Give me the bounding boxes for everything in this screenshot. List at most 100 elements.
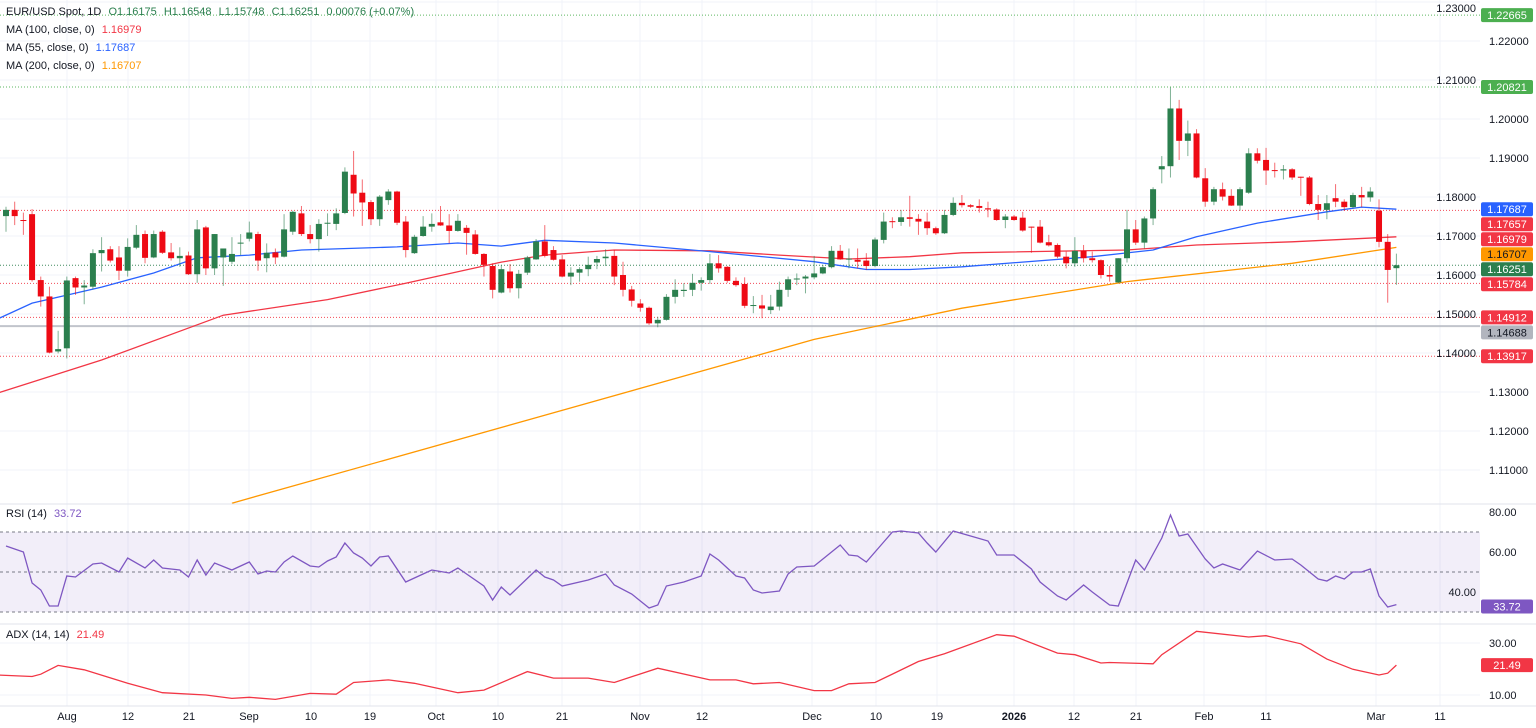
- candle: [89, 249, 96, 290]
- candle: [958, 195, 965, 208]
- candle: [1063, 251, 1070, 269]
- symbol-legend[interactable]: EUR/USD Spot, 1D O1.16175 H1.16548 L1.15…: [6, 6, 418, 18]
- candle-body: [359, 192, 366, 203]
- ma100-value: 1.16979: [101, 24, 142, 36]
- level-tag-text: 1.22665: [1487, 10, 1527, 22]
- candle: [107, 246, 114, 263]
- candle-body: [837, 250, 844, 260]
- candle-body: [11, 209, 18, 217]
- candle-body: [202, 227, 209, 269]
- candle: [1097, 259, 1104, 279]
- candle-body: [541, 241, 548, 256]
- rsi-tick-label: 80.00: [1489, 507, 1517, 519]
- candle: [1202, 168, 1209, 207]
- candle: [1176, 99, 1183, 160]
- candle: [567, 267, 574, 286]
- candle-body: [402, 221, 409, 251]
- candle: [1193, 129, 1200, 179]
- candle-body: [194, 229, 201, 275]
- time-tick-label: 12: [1068, 711, 1080, 723]
- candle-body: [1349, 195, 1356, 208]
- time-tick-label: Oct: [427, 711, 444, 723]
- candle: [324, 213, 331, 236]
- time-axis[interactable]: Aug 12 21 Sep 10 19 Oct 10 21 Nov 12 Dec 10 19 2026 12 2…: [57, 711, 1446, 723]
- candle: [1332, 184, 1339, 208]
- adx-legend[interactable]: ADX (14, 14) 21.49: [6, 629, 108, 641]
- candle: [1037, 220, 1044, 244]
- candle: [1349, 192, 1356, 209]
- price-tick-label: 1.18000: [1436, 192, 1476, 204]
- ma-tag-bg: [1481, 202, 1533, 217]
- level-tag: 1.20821: [1481, 79, 1533, 94]
- rsi-legend[interactable]: RSI (14) 33.72: [6, 508, 86, 520]
- candle-body: [654, 319, 661, 324]
- rsi-line: [5, 513, 1397, 609]
- candle: [255, 231, 262, 271]
- candle-body: [350, 174, 357, 194]
- rsi-tick-label: 40.00: [1448, 587, 1476, 599]
- ma200-legend[interactable]: MA (200, close, 0) 1.16707: [6, 60, 145, 72]
- candle-body: [1002, 216, 1009, 221]
- candle-body: [872, 239, 878, 267]
- candle-body: [802, 276, 809, 279]
- ma100-legend[interactable]: MA (100, close, 0) 1.16979: [6, 24, 145, 36]
- candle: [1393, 253, 1400, 285]
- candle-body: [1263, 159, 1270, 171]
- candle-body: [993, 209, 1000, 221]
- candle: [811, 255, 818, 280]
- candle-body: [898, 217, 905, 222]
- candle-body: [1080, 250, 1087, 259]
- candle-body: [741, 283, 748, 306]
- time-tick-label: 10: [492, 711, 504, 723]
- candle-body: [263, 252, 270, 259]
- ma200-label: MA (200, close, 0): [6, 60, 95, 72]
- candle: [1367, 187, 1374, 202]
- candle-body: [29, 214, 36, 281]
- candle: [246, 221, 253, 242]
- candle-body: [1176, 108, 1183, 141]
- level-tag-bg: [1481, 79, 1533, 94]
- candle-body: [646, 307, 653, 324]
- candle: [1289, 168, 1296, 180]
- candle-body: [619, 275, 626, 290]
- price-axis[interactable]: 1.23000 1.22000 1.21000 1.20000 1.19000 1.180…: [1436, 3, 1529, 702]
- candle: [341, 167, 348, 215]
- candle: [880, 212, 887, 244]
- candle-body: [828, 250, 835, 268]
- candle: [741, 277, 748, 309]
- candle-body: [1358, 195, 1365, 198]
- ma55-legend[interactable]: MA (55, close, 0) 1.17687: [6, 42, 139, 54]
- candle: [1106, 266, 1113, 282]
- symbol-title[interactable]: EUR/USD Spot, 1D: [6, 6, 102, 18]
- candle: [376, 195, 383, 226]
- candle: [1002, 214, 1009, 229]
- moving-averages: [0, 206, 1397, 504]
- candle-body: [793, 278, 800, 280]
- candle-body: [1141, 218, 1148, 243]
- candle-body: [107, 249, 114, 261]
- candle: [1245, 148, 1252, 194]
- ma200-value: 1.16707: [101, 60, 142, 72]
- candle-body: [958, 202, 965, 206]
- candle-body: [1097, 260, 1104, 275]
- candle-body: [281, 229, 288, 257]
- candle: [263, 243, 270, 273]
- candle-body: [55, 349, 62, 352]
- adx-pane: [0, 630, 1397, 701]
- time-tick-label: 10: [305, 711, 317, 723]
- price-tick-label: 1.16000: [1436, 270, 1476, 282]
- candle-body: [211, 234, 218, 269]
- rsi-pane: [0, 513, 1480, 613]
- level-tag-bg: [1481, 8, 1533, 23]
- candle-body: [854, 259, 861, 262]
- candle: [576, 267, 583, 282]
- candle: [715, 255, 722, 273]
- candle: [115, 246, 122, 281]
- candle-body: [133, 234, 140, 248]
- candle: [420, 216, 427, 237]
- candle: [845, 248, 852, 269]
- candle-body: [1158, 166, 1165, 170]
- candle-body: [515, 273, 522, 289]
- candle-body: [689, 282, 696, 290]
